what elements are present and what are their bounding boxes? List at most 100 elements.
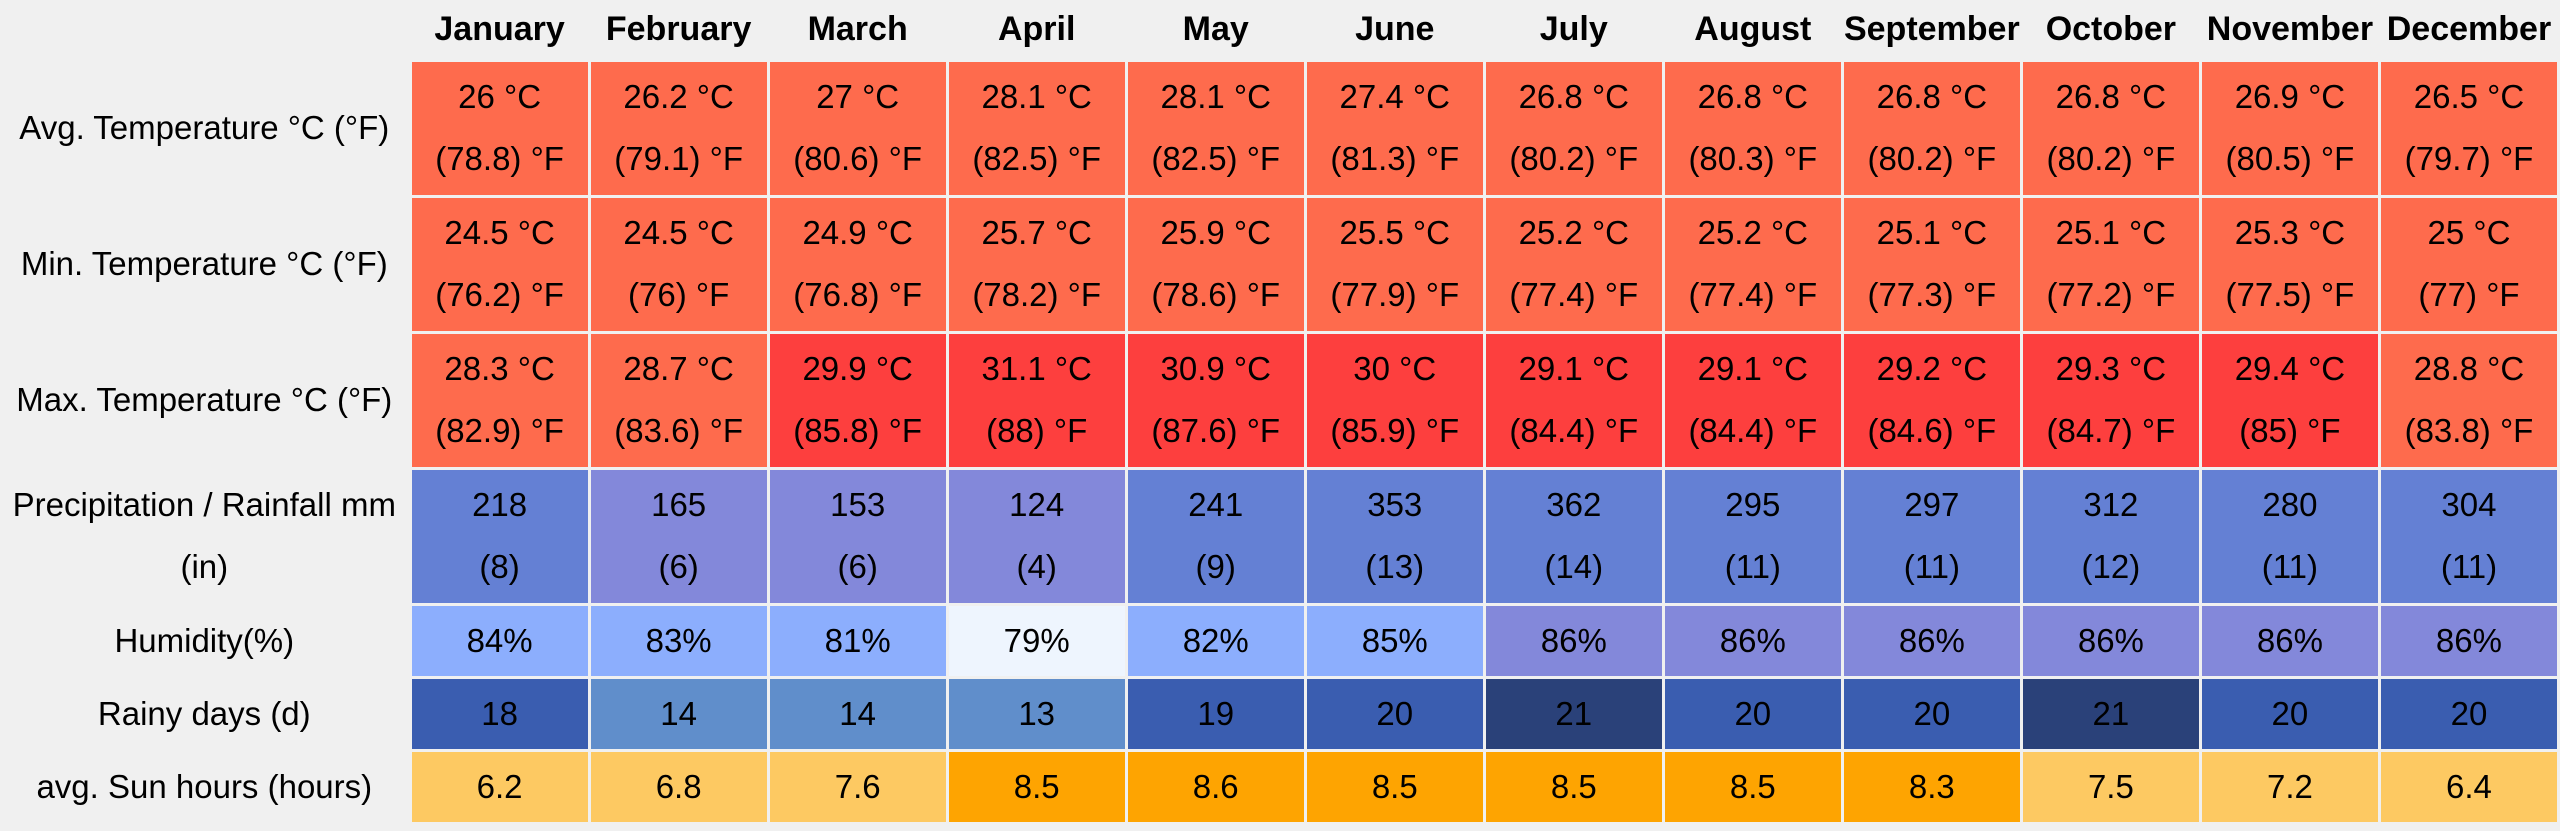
min-temp-value: 24.9 °C (802, 214, 913, 251)
min-temp-cell: 24.9 °C (76.8) °F (766, 194, 949, 334)
sun-hours-cell: 7.6 (766, 748, 949, 825)
sun-hours-value: 7.5 (2087, 767, 2134, 805)
min-temp-value: 25.2 °C (1518, 214, 1629, 251)
min-temp-value: 24.5 °C (444, 214, 555, 251)
avg-temp-cell: 26.8 °C (80.2) °F (1482, 58, 1665, 198)
sun-hours-row: avg. Sun hours (hours) 6.2 6.8 7.6 8.5 8.6 8.5… (0, 748, 2560, 825)
rainy-days-cell: 21 (2019, 675, 2202, 752)
precip-value: 218 (472, 486, 528, 523)
humidity-value: 86% (1898, 621, 1965, 659)
max-temp-cell: 29.4 °C (85) °F (2198, 330, 2381, 470)
min-temp-value-secondary: (76.8) °F (793, 276, 923, 313)
precip-value-secondary: (11) (2440, 548, 2498, 585)
precip-value-secondary: (8) (479, 548, 520, 585)
rainy-days-value: 14 (839, 694, 877, 732)
max-temp-value: 28.8 °C (2413, 350, 2525, 387)
max-temp-value: 29.3 °C (2055, 350, 2167, 387)
rainy-days-value: 13 (1018, 694, 1056, 732)
max-temp-row: Max. Temperature °C (°F) 28.3 °C (82.9) °F… (0, 330, 2560, 470)
sun-hours-cell: 8.6 (1124, 748, 1307, 825)
rainy-days-cell: 20 (1661, 675, 1844, 752)
month-header-november: November (2200, 0, 2380, 60)
sun-hours-cell: 8.5 (945, 748, 1128, 825)
max-temp-cell: 30 °C (85.9) °F (1303, 330, 1486, 470)
sun-hours-value: 6.8 (655, 767, 702, 805)
min-temp-cell: 25.9 °C (78.6) °F (1124, 194, 1307, 334)
max-temp-value: 31.1 °C (981, 350, 1092, 387)
month-header-september: September (1842, 0, 2022, 60)
min-temp-cell: 25.7 °C (78.2) °F (945, 194, 1128, 334)
rainy-days-cell: 20 (1303, 675, 1486, 752)
humidity-value: 82% (1182, 621, 1249, 659)
precip-value-secondary: (9) (1195, 548, 1236, 585)
avg-temp-cell: 28.1 °C (82.5) °F (945, 58, 1128, 198)
precip-value: 353 (1367, 486, 1423, 523)
max-temp-value-secondary: (85.9) °F (1330, 412, 1460, 449)
rainy-days-value: 20 (1734, 694, 1772, 732)
avg-temp-cell: 28.1 °C (82.5) °F (1124, 58, 1307, 198)
rainy-days-value: 20 (1376, 694, 1414, 732)
max-temp-value: 29.9 °C (802, 350, 913, 387)
month-header-october: October (2021, 0, 2201, 60)
precip-cell: 280 (11) (2198, 466, 2381, 606)
avg-temp-cell: 26.2 °C (79.1) °F (587, 58, 770, 198)
humidity-cell: 86% (1661, 602, 1844, 679)
avg-temp-value: 27 °C (816, 78, 900, 115)
rainy-days-cell: 19 (1124, 675, 1307, 752)
rainy-days-value: 20 (2271, 694, 2309, 732)
humidity-value: 85% (1361, 621, 1428, 659)
min-temp-value: 25.5 °C (1339, 214, 1450, 251)
min-temp-value-secondary: (77) °F (2418, 276, 2520, 313)
precip-value-secondary: (11) (2261, 548, 2319, 585)
month-header-may: May (1126, 0, 1306, 60)
max-temp-cell: 29.2 °C (84.6) °F (1840, 330, 2023, 470)
max-temp-row-label: Max. Temperature °C (°F) (0, 332, 411, 468)
humidity-cell: 84% (408, 602, 591, 679)
sun-hours-cell: 8.5 (1482, 748, 1665, 825)
max-temp-value: 29.4 °C (2234, 350, 2346, 387)
precip-row-label: Precipitation / Rainfall mm (in) (0, 468, 411, 604)
rainy-days-cell: 13 (945, 675, 1128, 752)
avg-temp-cell: 27 °C (80.6) °F (766, 58, 949, 198)
rainy-days-cell: 18 (408, 675, 591, 752)
max-temp-cell: 31.1 °C (88) °F (945, 330, 1128, 470)
humidity-cell: 86% (2198, 602, 2381, 679)
max-temp-value-secondary: (84.6) °F (1867, 412, 1997, 449)
sun-hours-value: 8.5 (1371, 767, 1418, 805)
max-temp-value: 28.3 °C (444, 350, 555, 387)
min-temp-value: 25.7 °C (981, 214, 1092, 251)
max-temp-value-secondary: (83.6) °F (614, 412, 743, 449)
humidity-value: 79% (1003, 621, 1070, 659)
rainy-days-value: 21 (2092, 694, 2130, 732)
avg-temp-cell: 26.5 °C (79.7) °F (2377, 58, 2560, 198)
max-temp-value-secondary: (87.6) °F (1151, 412, 1281, 449)
humidity-value: 86% (2077, 621, 2144, 659)
rainy-days-value: 14 (660, 694, 697, 732)
min-temp-cell: 25.1 °C (77.2) °F (2019, 194, 2202, 334)
humidity-cell: 79% (945, 602, 1128, 679)
precip-value-secondary: (13) (1365, 548, 1425, 585)
humidity-row: Humidity(%) 84% 83% 81% 79% 82% 85% 86% 86% 86% 86… (0, 602, 2560, 679)
rainy-days-cell: 14 (766, 675, 949, 752)
sun-hours-cell: 6.4 (2377, 748, 2560, 825)
humidity-value: 86% (1540, 621, 1607, 659)
min-temp-value-secondary: (78.6) °F (1151, 276, 1281, 313)
min-temp-value-secondary: (76) °F (628, 276, 730, 313)
max-temp-value: 29.1 °C (1697, 350, 1809, 387)
max-temp-cell: 29.1 °C (84.4) °F (1482, 330, 1665, 470)
min-temp-value-secondary: (77.4) °F (1509, 276, 1639, 313)
sun-hours-row-label: avg. Sun hours (hours) (0, 750, 411, 823)
avg-temp-value: 27.4 °C (1339, 78, 1450, 115)
sun-hours-cell: 6.2 (408, 748, 591, 825)
min-temp-value-secondary: (77.3) °F (1867, 276, 1997, 313)
min-temp-cell: 24.5 °C (76) °F (587, 194, 770, 334)
month-header-january: January (410, 0, 590, 60)
rainy-days-cell: 20 (2198, 675, 2381, 752)
humidity-cell: 86% (2377, 602, 2560, 679)
avg-temp-value: 26 °C (458, 78, 542, 115)
avg-temp-value-secondary: (80.5) °F (2225, 140, 2355, 177)
precip-cell: 353 (13) (1303, 466, 1486, 606)
precip-cell: 124 (4) (945, 466, 1128, 606)
max-temp-value: 30 °C (1353, 350, 1437, 387)
rainy-days-cell: 20 (1840, 675, 2023, 752)
